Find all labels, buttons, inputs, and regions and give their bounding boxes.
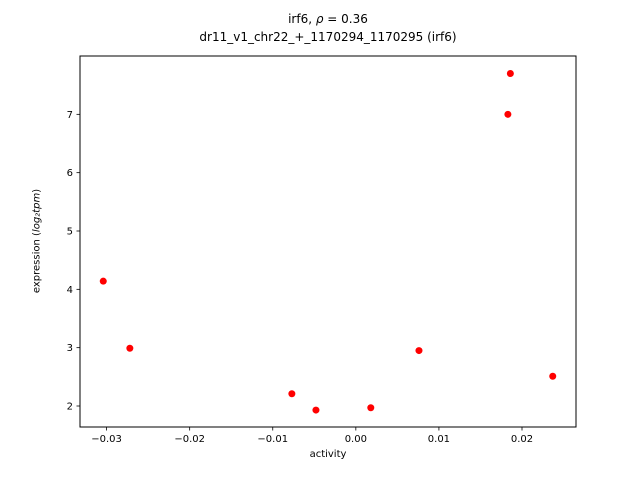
x-axis-label: activity xyxy=(309,449,347,460)
x-tick-label: −0.02 xyxy=(174,434,205,445)
chart-title: irf6, ρ = 0.36 xyxy=(80,12,576,26)
axes-frame xyxy=(79,55,577,428)
data-point xyxy=(126,344,134,352)
y-tick-label: 4 xyxy=(67,285,73,296)
y-tick-label: 3 xyxy=(67,343,73,354)
data-point xyxy=(549,372,557,380)
y-tick-label: 6 xyxy=(67,168,73,179)
y-tick-label: 7 xyxy=(67,110,73,121)
data-point xyxy=(504,110,512,118)
data-point xyxy=(99,277,107,285)
x-tick-label: 0.00 xyxy=(345,434,367,445)
x-tick-label: −0.01 xyxy=(257,434,288,445)
x-tick-label: 0.02 xyxy=(511,434,533,445)
data-point xyxy=(312,406,320,414)
y-tick-label: 5 xyxy=(67,227,73,238)
x-tick-label: −0.03 xyxy=(91,434,122,445)
y-axis-label-math: log₂tpm xyxy=(31,192,43,233)
data-point xyxy=(415,347,423,355)
chart-title-rho-symbol: ρ xyxy=(315,12,324,26)
y-axis-label-prefix: expression ( xyxy=(31,232,43,294)
data-point xyxy=(367,404,375,412)
chart-subtitle: dr11_v1_chr22_+_1170294_1170295 (irf6) xyxy=(199,30,457,44)
chart-title-prefix: irf6, xyxy=(288,12,316,26)
x-tick-label: 0.01 xyxy=(428,434,450,445)
chart-title-suffix: = 0.36 xyxy=(323,12,368,26)
data-point xyxy=(506,70,514,77)
data-point xyxy=(288,390,296,398)
y-axis-label: expression (log₂tpm) xyxy=(32,189,43,293)
y-axis-label-suffix: ) xyxy=(31,188,43,193)
y-tick-label: 2 xyxy=(67,402,73,413)
